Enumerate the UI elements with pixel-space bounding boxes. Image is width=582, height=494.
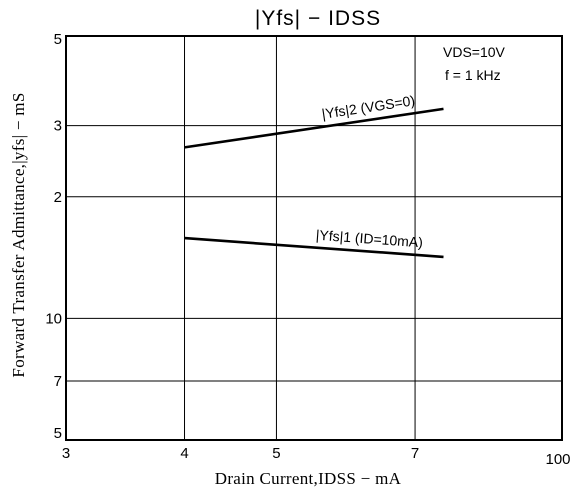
y-tick-label: 10 xyxy=(45,310,62,327)
y-tick-label: 5 xyxy=(54,31,62,48)
x-tick-label: 5 xyxy=(272,445,280,462)
x-tick-label: 3 xyxy=(62,445,70,462)
y-tick-labels: 5 7 10 2 3 5 xyxy=(45,31,62,442)
series-label: |Yfs|2 (VGS=0) xyxy=(321,92,416,122)
series-line xyxy=(184,236,444,259)
series-labels: |Yfs|2 (VGS=0) |Yfs|1 (ID=10mA) xyxy=(315,92,423,250)
x-tick-label: 4 xyxy=(180,445,188,462)
condition-freq: f = 1 kHz xyxy=(445,67,501,83)
series-line xyxy=(184,107,444,149)
series-lines xyxy=(184,107,444,259)
plot-frame xyxy=(65,35,563,441)
condition-vds: VDS=10V xyxy=(443,44,506,60)
x-tick-labels: 3 4 5 7 100 xyxy=(62,445,571,468)
x-tick-label: 7 xyxy=(411,445,419,462)
y-tick-label: 2 xyxy=(54,189,62,206)
y-tick-label: 3 xyxy=(54,118,62,135)
horizontal-gridlines xyxy=(66,125,562,382)
y-tick-label: 7 xyxy=(54,373,62,390)
x-axis-title: Drain Current,IDSS − mA xyxy=(215,469,402,488)
series-label: |Yfs|1 (ID=10mA) xyxy=(315,227,423,251)
y-tick-label: 5 xyxy=(54,425,62,442)
x-tick-label: 100 xyxy=(545,451,570,468)
chart-title: |Yfs| − IDSS xyxy=(255,7,381,30)
y-axis-title: Forward Transfer Admittance,|yfs| − mS xyxy=(9,92,28,377)
